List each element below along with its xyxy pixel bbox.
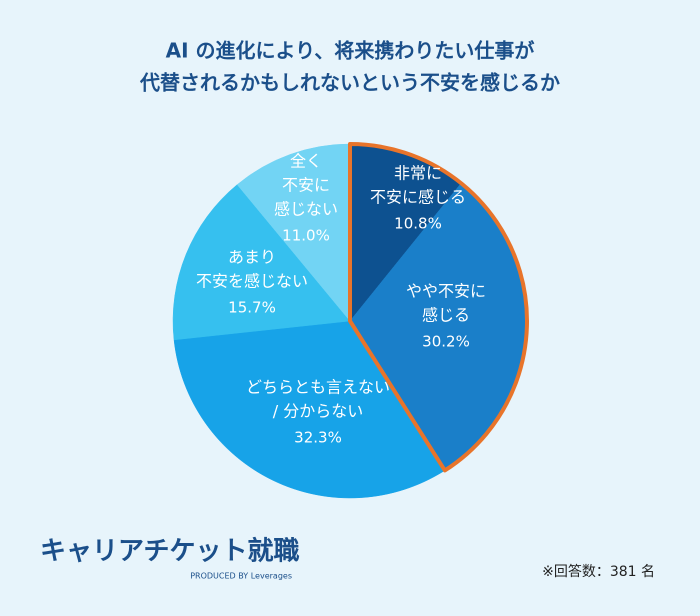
slice-label: 全く [290, 152, 322, 171]
slice-label: 非常に [394, 164, 442, 183]
slice-label: 感じない [274, 200, 338, 219]
value-label: 30.2% [422, 333, 470, 351]
slice-label: どちらとも言えない [246, 378, 390, 397]
value-label: 11.0% [282, 227, 330, 245]
chart-title: AI の進化により、将来携わりたい仕事が [166, 39, 535, 63]
slice-label: 不安を感じない [196, 272, 308, 291]
value-label: 15.7% [228, 299, 276, 317]
logo: キャリアチケット就職 [40, 537, 299, 567]
value-label: 10.8% [394, 215, 442, 233]
slice-label: / 分からない [273, 402, 363, 421]
response-count: ※回答数：381 名 [542, 563, 655, 580]
pie-slice [172, 184, 351, 341]
pie-slice [236, 143, 351, 322]
slice-label: 感じる [422, 306, 470, 325]
produced-by: PRODUCED BY Leverages [190, 572, 292, 581]
chart-title: 代替されるかもしれないという不安を感じるか [139, 71, 560, 95]
highlight-outline [348, 142, 529, 473]
slice-label: あまり [228, 248, 276, 267]
slice-label: 不安に感じる [370, 188, 466, 207]
slice-label: やや不安に [406, 282, 486, 301]
slice-label: 不安に [282, 176, 330, 195]
value-label: 32.3% [294, 429, 342, 447]
